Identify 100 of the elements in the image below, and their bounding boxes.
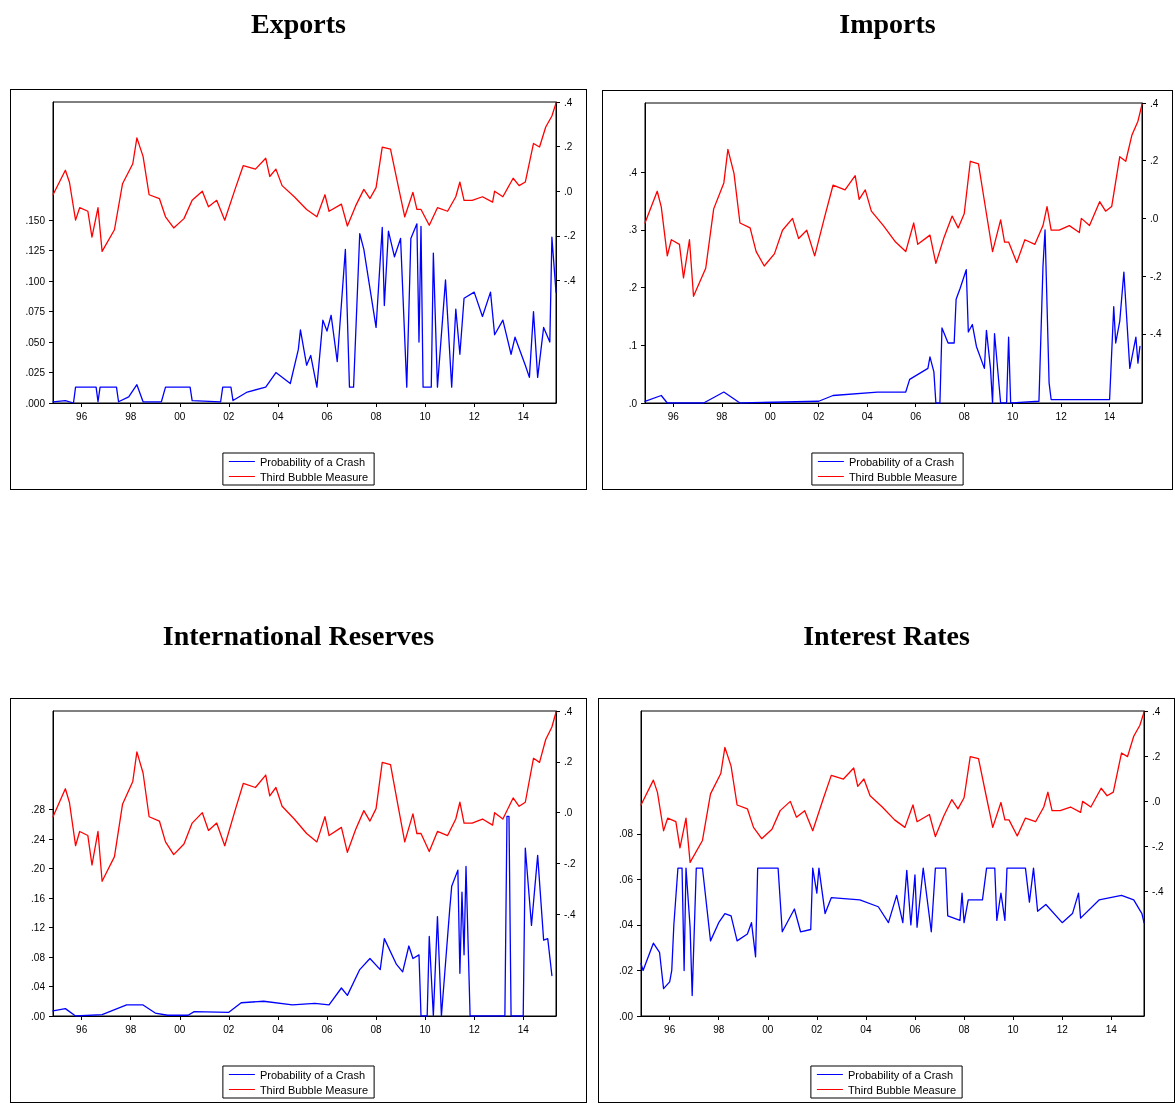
y2-tick-label: -.4 [1150,328,1163,340]
y2-tick-label: -.4 [564,274,577,286]
y-tick-label: .12 [31,922,46,934]
y-tick-label: .04 [619,919,634,931]
x-tick-label: 02 [811,1023,823,1035]
x-tick-label: 14 [517,1023,530,1035]
y-tick-label: .02 [619,964,634,976]
y2-tick-label: -.2 [564,858,577,869]
y-tick-label: .100 [25,275,46,287]
y-tick-label: .00 [31,1010,46,1022]
x-tick-label: 04 [861,410,874,422]
x-tick-label: 06 [909,1023,921,1035]
y2-tick-label: .0 [1152,795,1161,807]
y-tick-label: .4 [628,166,638,178]
legend-label: Third Bubble Measure [259,1083,369,1096]
x-tick-label: 12 [468,1023,481,1035]
x-tick-label: 98 [713,1023,725,1035]
x-tick-label: 10 [1007,1023,1020,1035]
x-tick-label: 08 [370,410,383,422]
x-tick-label: 02 [223,410,235,422]
y2-tick-label: .4 [1152,705,1161,717]
y-tick-label: .20 [31,863,46,875]
y-tick-label: .08 [619,828,634,840]
y-tick-label: .025 [25,367,46,379]
x-tick-label: 12 [1056,1023,1069,1035]
x-tick-label: 10 [419,1023,432,1035]
x-tick-label: 08 [958,410,971,422]
y2-tick-label: -.2 [1150,270,1163,282]
y2-tick-label: .0 [564,807,573,819]
y-tick-label: .04 [31,981,46,993]
x-tick-label: 00 [174,410,186,422]
x-tick-label: 00 [762,1023,774,1035]
chart-title: Interest Rates [802,620,971,652]
x-tick-label: 96 [667,410,680,422]
line-series [52,815,553,1017]
legend-label: Probability of a Crash [847,1068,954,1081]
x-tick-label: 14 [517,410,530,422]
y2-tick-label: -.2 [1152,841,1165,853]
y-tick-label: .1 [628,339,638,351]
chart-title: Imports [838,8,937,40]
legend-label: Probability of a Crash [259,1068,366,1081]
y2-tick-label: .4 [1150,97,1159,109]
x-tick-label: 10 [1007,410,1019,422]
y-tick-label: .125 [25,245,46,257]
x-tick-label: 00 [174,1023,186,1035]
x-tick-label: 06 [910,410,922,422]
y2-tick-label: .2 [564,141,573,153]
y2-tick-label: .4 [564,705,573,717]
x-tick-label: 96 [76,1023,88,1035]
legend-label: Third Bubble Measure [848,470,958,483]
line-series [640,867,1145,997]
y2-tick-label: .2 [564,756,573,768]
y-tick-label: .150 [25,214,46,226]
y-tick-label: .075 [25,306,46,318]
x-tick-label: 08 [958,1023,971,1035]
legend-label: Probability of a Crash [259,455,366,468]
y2-tick-label: .2 [1150,155,1159,167]
y-tick-label: .2 [628,282,638,294]
x-tick-label: 96 [664,1023,676,1035]
x-tick-label: 02 [223,1023,235,1035]
x-tick-label: 12 [1055,410,1068,422]
y-tick-label: .24 [31,833,46,845]
line-series [640,711,1145,864]
y-tick-label: .16 [31,892,46,904]
y2-tick-label: .0 [564,185,573,197]
y2-tick-label: -.2 [564,230,577,242]
x-tick-label: 14 [1105,1023,1118,1035]
x-tick-label: 00 [764,410,777,422]
y2-tick-label: .4 [564,96,573,108]
x-tick-label: 98 [125,410,137,422]
legend-label: Third Bubble Measure [259,470,369,483]
x-tick-label: 04 [272,1023,284,1035]
x-tick-label: 04 [272,410,284,422]
y-tick-label: .0 [628,397,638,409]
y-tick-label: .000 [25,397,46,409]
legend-label: Third Bubble Measure [847,1083,957,1096]
x-tick-label: 98 [125,1023,137,1035]
line-series [644,103,1143,297]
x-tick-label: 02 [813,410,825,422]
y2-tick-label: .0 [1150,212,1159,224]
x-tick-label: 96 [76,410,88,422]
chart-title: Exports [250,8,347,40]
line-series [52,711,557,882]
x-tick-label: 10 [419,410,432,422]
x-tick-label: 04 [860,1023,872,1035]
x-tick-label: 08 [370,1023,383,1035]
y2-tick-label: -.4 [1152,886,1165,898]
y-tick-label: .050 [25,336,46,348]
line-series [52,102,557,253]
legend-label: Probability of a Crash [848,455,955,468]
y-tick-label: .00 [619,1010,634,1022]
x-tick-label: 98 [716,410,728,422]
y-tick-label: .08 [31,951,46,963]
y-tick-label: .06 [619,873,634,885]
y-tick-label: .28 [31,804,46,816]
x-tick-label: 12 [468,410,481,422]
y2-tick-label: -.4 [564,908,577,920]
x-tick-label: 06 [321,1023,333,1035]
chart-title: International Reserves [161,620,436,652]
y2-tick-label: .2 [1152,750,1161,762]
